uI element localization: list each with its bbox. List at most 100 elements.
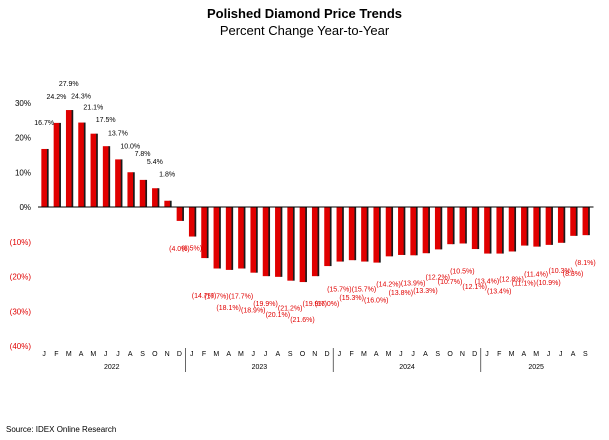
bar [90, 133, 97, 207]
data-label: (15.3%) [339, 295, 364, 302]
bar-side [513, 207, 517, 252]
x-tick-label: N [460, 351, 465, 358]
x-tick-label: J [116, 351, 120, 358]
data-label: 7.8% [135, 151, 151, 158]
data-label: (18.9%) [241, 308, 266, 315]
x-tick-label: A [128, 351, 133, 358]
bar [398, 207, 404, 255]
bar-side [390, 207, 394, 257]
bar [533, 207, 539, 247]
x-tick-label: S [435, 351, 440, 358]
bar-side [489, 207, 492, 254]
bar-side [304, 207, 307, 283]
bar [152, 188, 158, 207]
data-label: 5.4% [147, 159, 163, 166]
bar [422, 207, 429, 254]
data-label: (14.2%) [376, 281, 401, 288]
bar [102, 146, 109, 207]
x-tick-label: J [42, 351, 46, 358]
x-tick-label: D [472, 351, 477, 358]
y-tick-label: (10%) [10, 238, 32, 247]
x-tick-label: J [547, 351, 551, 358]
bar [164, 200, 170, 207]
x-tick-label: M [386, 351, 392, 358]
bar [188, 207, 195, 237]
bar [201, 207, 207, 259]
data-label: 21.1% [83, 105, 103, 112]
data-label: (10.7%) [438, 279, 463, 286]
data-label: 1.8% [159, 172, 175, 179]
x-tick-label: M [361, 351, 367, 358]
data-label: (8.5%) [181, 246, 202, 253]
bar-side [71, 110, 74, 207]
x-tick-label: J [252, 351, 256, 358]
bar [275, 207, 281, 277]
bar-side [452, 207, 455, 245]
bar-side [243, 207, 246, 269]
x-tick-label: M [238, 351, 244, 358]
bar-side [292, 207, 295, 281]
data-label: (18.1%) [216, 305, 241, 312]
x-tick-label: M [509, 351, 515, 358]
bar-side [341, 207, 344, 262]
data-label: 16.7% [34, 120, 54, 127]
bar [570, 207, 576, 236]
data-label: (10.9%) [536, 280, 561, 287]
x-tick-label: J [264, 351, 268, 358]
bar-side [563, 207, 566, 243]
y-tick-label: (30%) [10, 307, 32, 316]
data-label: (13.4%) [487, 289, 512, 296]
bar [385, 207, 392, 257]
bar [447, 207, 453, 245]
bar [410, 207, 416, 256]
x-tick-label: A [423, 351, 428, 358]
bar [262, 207, 269, 277]
bar-side [403, 207, 406, 255]
bar-side [95, 133, 98, 207]
bar [225, 207, 232, 270]
bar-side [107, 146, 111, 207]
bar [139, 179, 146, 207]
x-tick-label: O [300, 351, 306, 358]
x-tick-label: F [350, 351, 354, 358]
bar-side [378, 207, 381, 263]
data-label: (10.3%) [548, 268, 573, 275]
bar-side [58, 122, 61, 207]
data-label: 27.9% [59, 81, 79, 88]
bar-side [157, 188, 160, 207]
x-tick-label: M [533, 351, 539, 358]
data-label: (11.1%) [512, 281, 536, 288]
y-tick-label: 20% [15, 134, 31, 143]
data-label: 13.7% [108, 130, 128, 137]
bar [115, 159, 121, 207]
data-label: (4.0%) [169, 246, 190, 253]
data-label: (12.2%) [425, 274, 450, 281]
bar-side [415, 207, 418, 256]
bar-side [206, 207, 209, 259]
data-label: 17.5% [96, 117, 116, 124]
x-tick-label: N [165, 351, 170, 358]
bar-side [169, 200, 172, 207]
x-tick-label: F [202, 351, 206, 358]
bar-side [194, 207, 197, 237]
bar [311, 207, 318, 277]
x-tick-label: A [522, 351, 527, 358]
data-label: (17.7%) [204, 294, 229, 301]
bar [471, 207, 478, 250]
data-label: (13.9%) [401, 280, 426, 287]
data-label: (15.7%) [352, 287, 377, 294]
bar [336, 207, 343, 262]
data-label: 24.2% [47, 94, 67, 101]
x-tick-label: J [485, 351, 489, 358]
data-label: 10.0% [120, 143, 140, 150]
year-label: 2022 [104, 364, 120, 371]
bar [299, 207, 306, 283]
x-tick-label: D [325, 351, 330, 358]
bar [373, 207, 380, 263]
x-tick-label: O [152, 351, 158, 358]
bar-side [329, 207, 332, 267]
data-label: (13.3%) [413, 288, 438, 295]
bar-side [366, 207, 369, 262]
x-tick-label: O [447, 351, 453, 358]
